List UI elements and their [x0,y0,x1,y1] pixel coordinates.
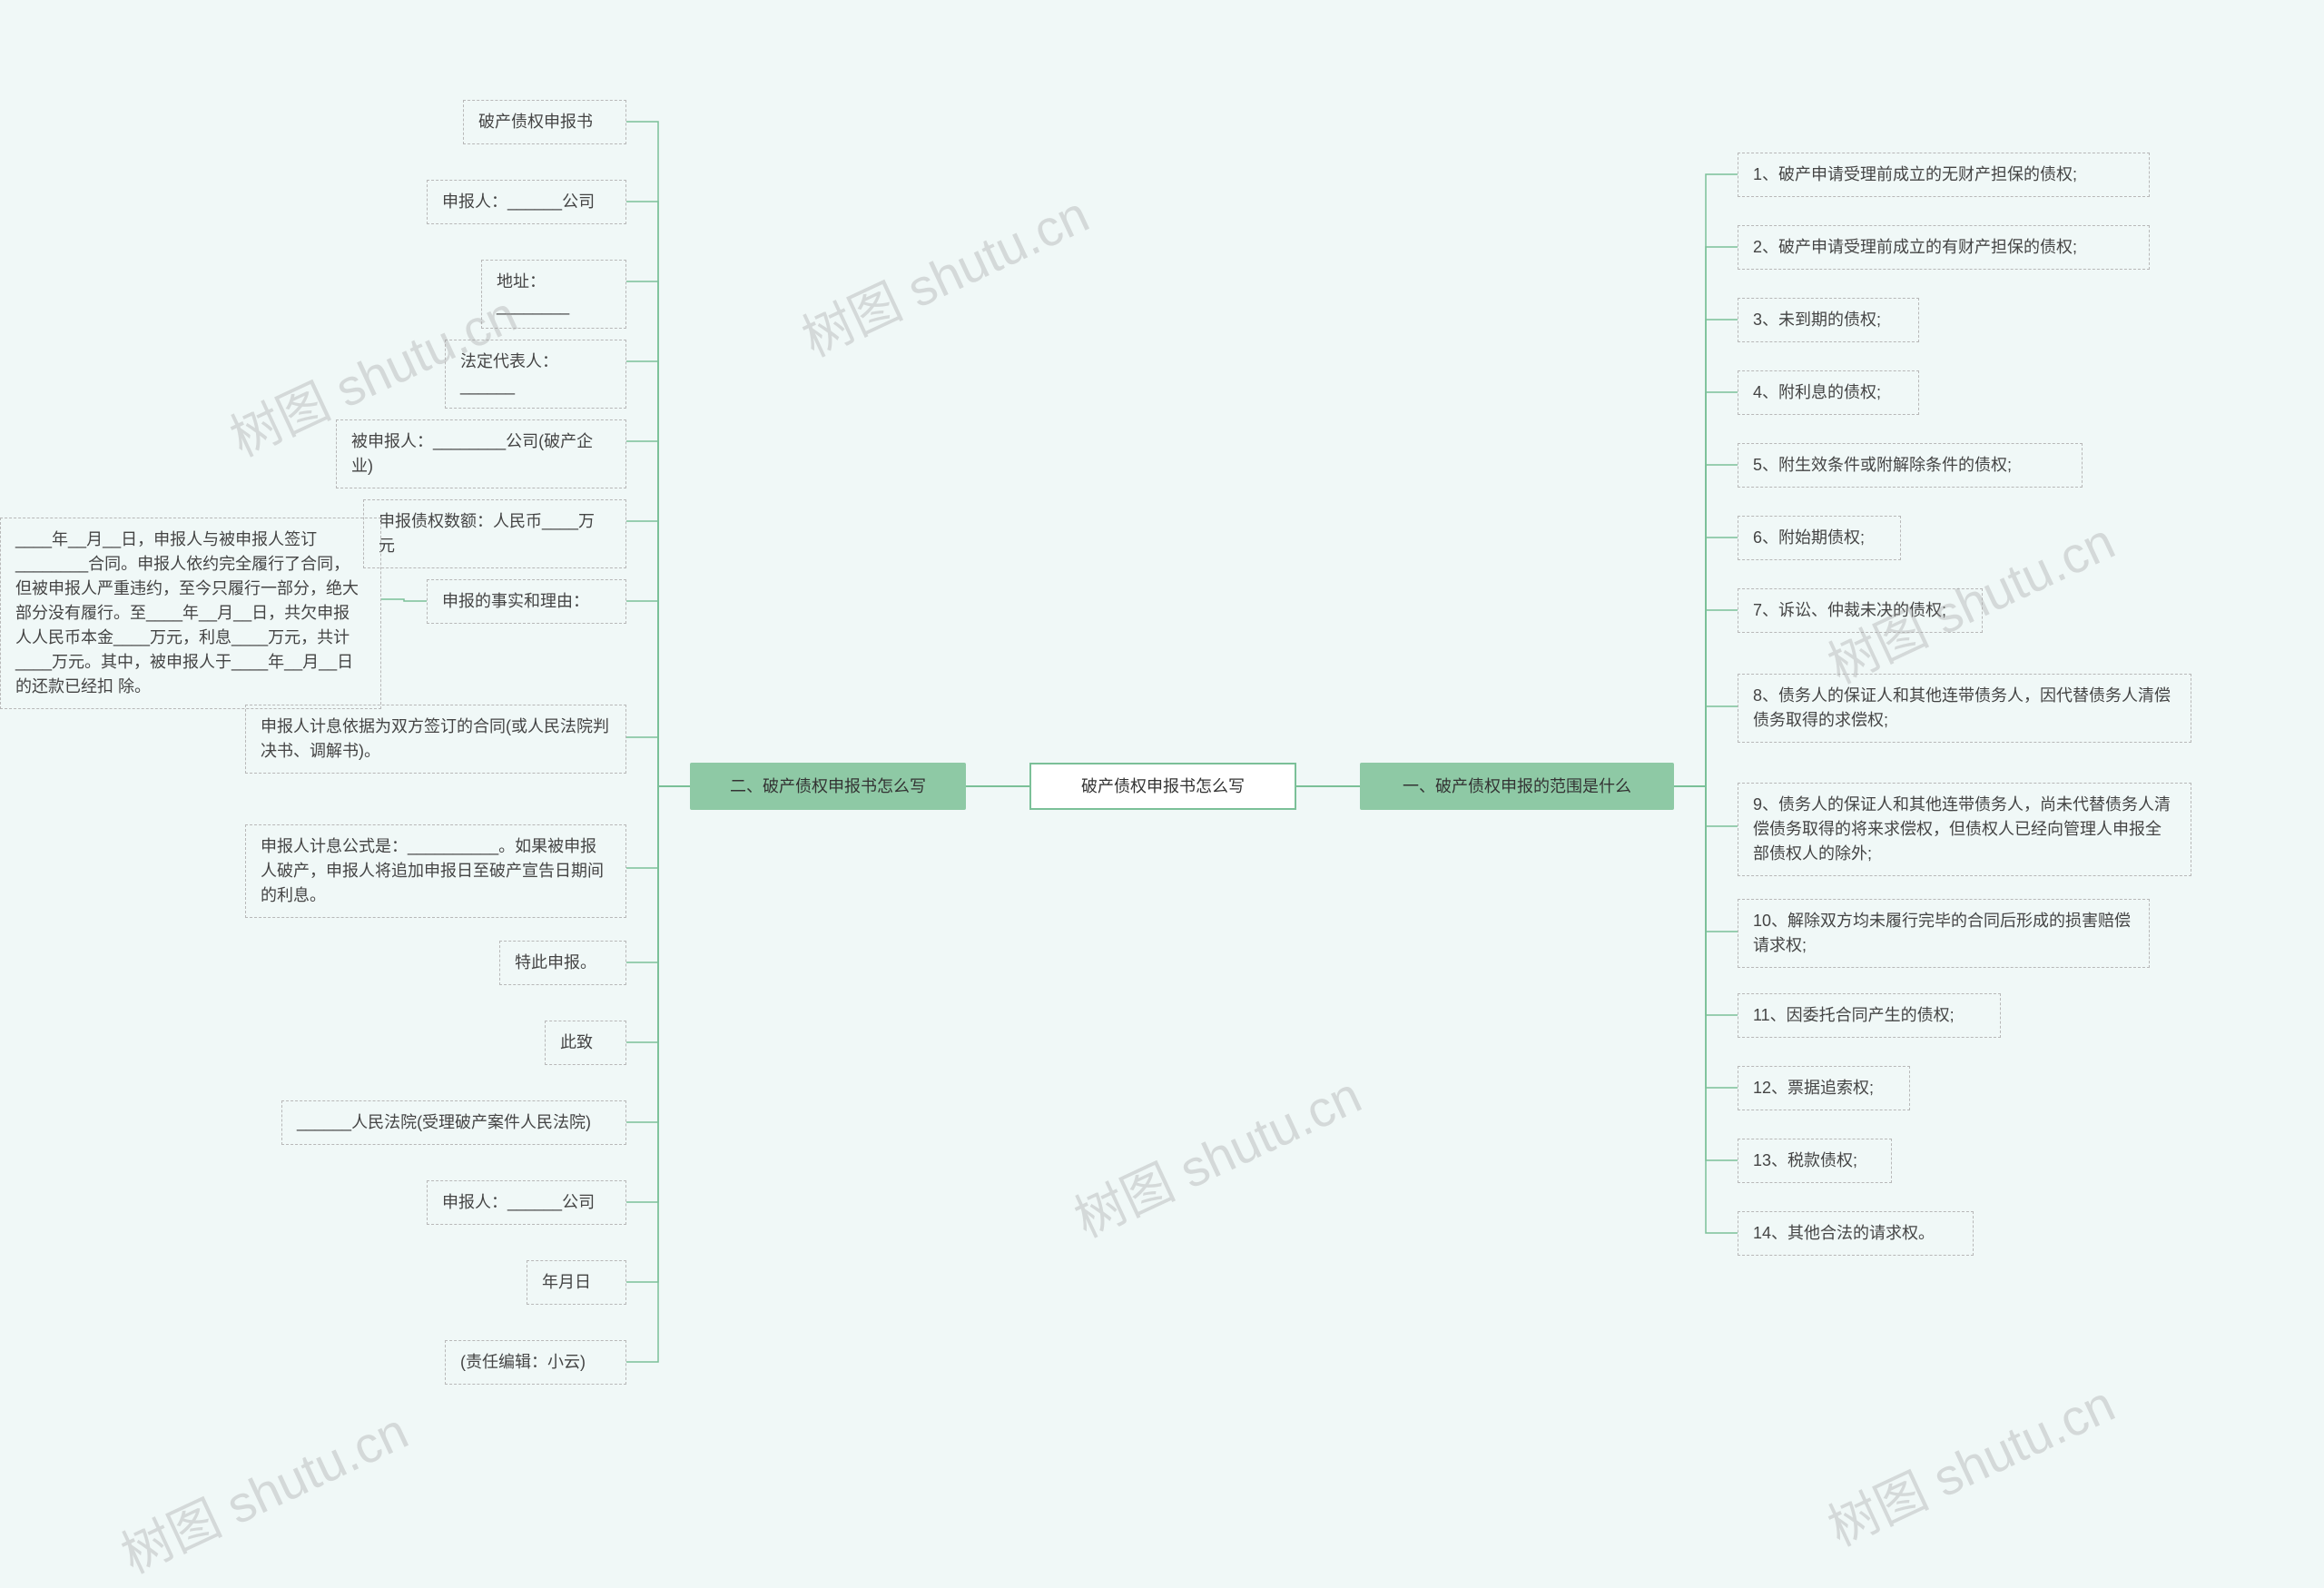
right-leaf-1: 1、破产申请受理前成立的无财产担保的债权; [1738,153,2150,197]
left-leaf-1: 破产债权申报书 [463,100,626,144]
watermark-4: 树图 shutu.cn [1061,1055,1372,1252]
left-leaf-7-detail: ____年__月__日，申报人与被申报人签订________合同。申报人依约完全… [0,518,381,709]
left-leaf-9: 申报人计息公式是：__________。如果被申报人破产，申报人将追加申报日至破… [245,824,626,918]
right-leaf-12: 12、票据追索权; [1738,1066,1910,1110]
right-leaf-4: 4、附利息的债权; [1738,370,1919,415]
branch-left: 二、破产债权申报书怎么写 [690,763,966,810]
left-leaf-4: 法定代表人：______ [445,340,626,409]
left-leaf-14: 年月日 [527,1260,626,1305]
right-leaf-2: 2、破产申请受理前成立的有财产担保的债权; [1738,225,2150,270]
left-leaf-2: 申报人：______公司 [427,180,626,224]
left-leaf-7: 申报的事实和理由： [427,579,626,624]
left-leaf-8: 申报人计息依据为双方签订的合同(或人民法院判决书、调解书)。 [245,705,626,774]
watermark-5: 树图 shutu.cn [108,1391,419,1588]
right-leaf-5: 5、附生效条件或附解除条件的债权; [1738,443,2083,488]
branch-right: 一、破产债权申报的范围是什么 [1360,763,1674,810]
left-leaf-5: 被申报人：________公司(破产企业) [336,419,626,488]
left-leaf-15: (责任编辑：小云) [445,1340,626,1385]
watermark-2: 树图 shutu.cn [789,174,1099,371]
center-node: 破产债权申报书怎么写 [1029,763,1296,810]
left-leaf-12: ______人民法院(受理破产案件人民法院) [281,1100,626,1145]
right-leaf-14: 14、其他合法的请求权。 [1738,1211,1974,1256]
right-leaf-6: 6、附始期债权; [1738,516,1901,560]
right-leaf-10: 10、解除双方均未履行完毕的合同后形成的损害赔偿请求权; [1738,899,2150,968]
left-leaf-11: 此致 [545,1021,626,1065]
left-leaf-10: 特此申报。 [499,941,626,985]
left-leaf-6: 申报债权数额：人民币____万元 [363,499,626,568]
right-leaf-13: 13、税款债权; [1738,1139,1892,1183]
left-leaf-3: 地址：________ [481,260,626,329]
right-leaf-7: 7、诉讼、仲裁未决的债权; [1738,588,1983,633]
left-leaf-13: 申报人：______公司 [427,1180,626,1225]
right-leaf-8: 8、债务人的保证人和其他连带债务人，因代替债务人清偿债务取得的求偿权; [1738,674,2191,743]
right-leaf-9: 9、债务人的保证人和其他连带债务人，尚未代替债务人清偿债务取得的将来求偿权，但债… [1738,783,2191,876]
watermark-6: 树图 shutu.cn [1815,1364,2125,1561]
right-leaf-3: 3、未到期的债权; [1738,298,1919,342]
right-leaf-11: 11、因委托合同产生的债权; [1738,993,2001,1038]
